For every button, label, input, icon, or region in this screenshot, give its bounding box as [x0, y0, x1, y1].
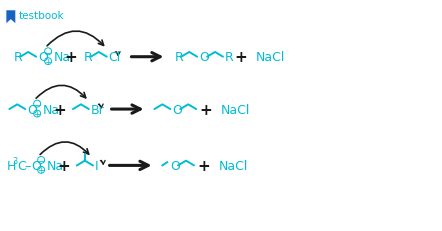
Text: O: O — [38, 51, 48, 64]
Text: NaCl: NaCl — [256, 51, 285, 64]
Text: I: I — [95, 159, 99, 172]
Text: +: + — [38, 166, 45, 175]
Text: R: R — [174, 51, 183, 64]
Text: O: O — [199, 51, 209, 64]
Text: +: + — [235, 50, 247, 65]
Text: R: R — [225, 51, 234, 64]
Text: Cl: Cl — [109, 51, 121, 64]
Text: +: + — [44, 58, 52, 66]
FancyArrowPatch shape — [115, 52, 120, 56]
FancyArrowPatch shape — [47, 32, 103, 47]
FancyArrowPatch shape — [100, 161, 105, 164]
Text: O: O — [170, 159, 180, 172]
Text: −: − — [44, 48, 52, 57]
Text: O: O — [31, 159, 41, 172]
Text: C: C — [17, 159, 26, 172]
Text: Na: Na — [43, 103, 60, 116]
Text: NaCl: NaCl — [219, 159, 248, 172]
Text: H: H — [6, 159, 16, 172]
Text: Br: Br — [91, 103, 105, 116]
Text: O: O — [172, 103, 182, 116]
Text: R: R — [13, 51, 22, 64]
Text: −: − — [34, 100, 41, 109]
Text: −: − — [38, 156, 45, 165]
Text: R: R — [84, 51, 93, 64]
Text: +: + — [34, 109, 41, 119]
Text: Na: Na — [47, 159, 64, 172]
Text: –: – — [24, 159, 30, 172]
Text: O: O — [27, 103, 37, 116]
Text: NaCl: NaCl — [221, 103, 250, 116]
FancyArrowPatch shape — [40, 142, 89, 155]
Text: testbook: testbook — [18, 11, 64, 21]
FancyArrowPatch shape — [99, 105, 103, 108]
Text: +: + — [53, 102, 66, 117]
Text: Na: Na — [54, 51, 71, 64]
FancyArrowPatch shape — [36, 86, 86, 99]
Text: +: + — [200, 102, 213, 117]
Text: +: + — [65, 50, 77, 65]
Text: +: + — [57, 158, 70, 173]
Text: 3: 3 — [12, 157, 17, 166]
Text: +: + — [198, 158, 210, 173]
Polygon shape — [6, 11, 15, 24]
